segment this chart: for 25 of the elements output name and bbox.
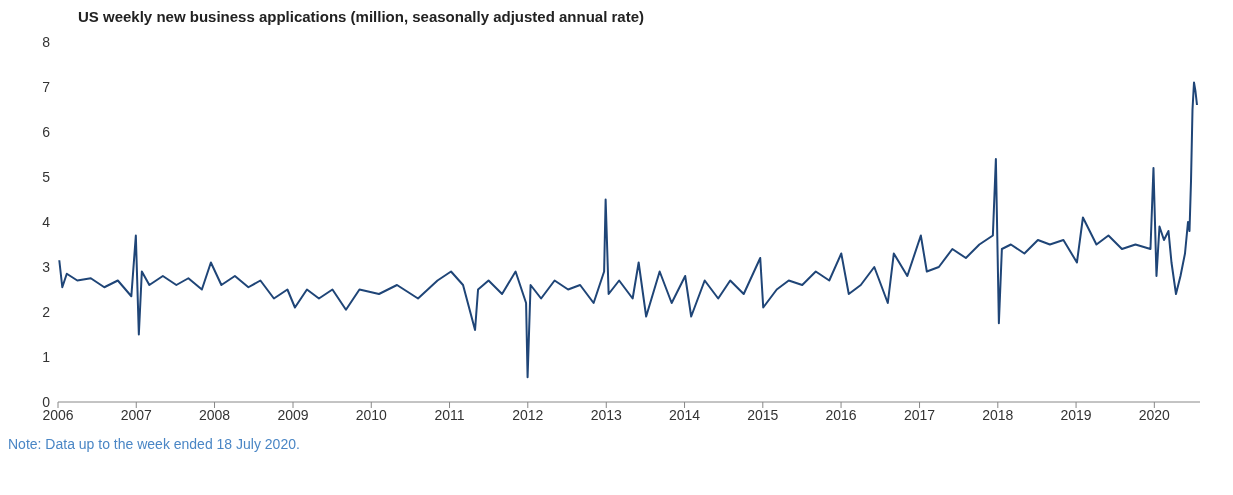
x-tick-label: 2010 xyxy=(355,406,388,423)
x-tick-label: 2013 xyxy=(590,406,623,423)
x-tick-label: 2015 xyxy=(747,406,779,423)
y-tick-label: 5 xyxy=(42,168,51,185)
y-tick-label: 2 xyxy=(42,303,51,320)
line-series xyxy=(58,81,1198,379)
x-tick-label: 2019 xyxy=(1060,406,1092,423)
y-tick-label: 3 xyxy=(42,258,51,275)
x-tick-label: 2009 xyxy=(277,406,309,423)
y-tick-label: 7 xyxy=(42,78,51,95)
y-tick-label: 1 xyxy=(42,348,51,365)
chart-title: US weekly new business applications (million, seasonally adjusted annual rate) xyxy=(78,8,645,27)
x-tick-label: 2020 xyxy=(1138,406,1171,423)
x-tick-label: 2008 xyxy=(198,406,231,423)
y-tick-label: 6 xyxy=(42,123,51,140)
y-tick-label: 8 xyxy=(42,33,51,50)
x-tick-label: 2012 xyxy=(512,406,544,423)
x-tick-label: 2014 xyxy=(668,406,701,423)
y-tick-label: 4 xyxy=(42,213,51,230)
x-tick-label: 2016 xyxy=(825,406,857,423)
x-tick-label: 2007 xyxy=(120,406,153,423)
text: Note: Data up to the week ended 18 July 2020. xyxy=(8,436,301,452)
x-tick-label: 2017 xyxy=(903,406,936,423)
x-tick-label: 2011 xyxy=(434,406,465,423)
x-tick-label: 2018 xyxy=(982,406,1014,423)
